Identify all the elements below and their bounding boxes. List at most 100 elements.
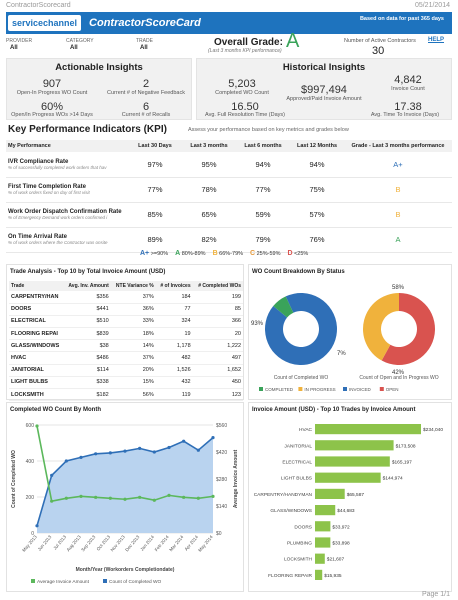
trade-cell: 324	[155, 315, 193, 329]
trade-cell: $510	[63, 315, 111, 329]
grade-legend-grade: C	[250, 250, 256, 257]
line-y2-tick: $560	[216, 423, 227, 429]
open-wo-count: 907	[42, 78, 62, 90]
donut-subtitle-open: Count of Open and In Progress WO	[359, 375, 438, 381]
line-y2-label: Average Invoice Amount	[233, 450, 239, 509]
kpi-subtitle: Assess your performance based on key met…	[188, 127, 349, 133]
bar-value-label: $33,972	[332, 524, 350, 530]
header-banner: servicechannel ContractorScoreCard Based…	[6, 12, 452, 34]
trade-analysis-panel: Trade Analysis - Top 10 by Total Invoice…	[6, 264, 244, 414]
trade-cell: 56%	[110, 388, 156, 402]
recalls-count: 6	[142, 101, 150, 113]
trade-name: ELECTRICAL	[9, 315, 63, 329]
trade-cell: 1,178	[155, 339, 193, 353]
donut-slice-in-progress	[273, 296, 294, 318]
kpi-row: First Time Completion Rate% of work orde…	[6, 177, 452, 203]
kpi-metric-title: On Time Arrival Rate	[8, 234, 68, 240]
line-legend-label: Count of Completed WO	[109, 579, 162, 585]
negative-feedback-count: 2	[142, 78, 150, 90]
trade-cell: 14%	[110, 339, 156, 353]
report-title: ContractorScoreCard	[89, 17, 201, 29]
trade-cell: 366	[192, 315, 243, 329]
completed-wo-point	[182, 439, 186, 443]
kpi-header-30d: Last 30 Days	[128, 140, 182, 152]
donut-legend-swatch	[343, 387, 347, 391]
paid-invoice-amount: $997,494	[301, 84, 347, 96]
invoice-bar	[315, 440, 394, 451]
bar-category-label: LIGHT BULBS	[281, 476, 312, 482]
trade-cell: $486	[63, 351, 111, 365]
kpi-value: 65%	[182, 202, 236, 228]
completed-wo-label: Completed WO Count	[215, 90, 269, 96]
donut-slice-in-progress	[363, 293, 399, 361]
invoice-bar	[315, 424, 421, 435]
kpi-metric: On Time Arrival Rate% of work orders whe…	[6, 227, 128, 253]
bar-category-label: JANITORIAL	[284, 443, 312, 449]
negative-feedback-label: Current # of Negative Feedback	[107, 90, 185, 96]
bar-category-label: HVAC	[299, 427, 313, 433]
filter-category-select[interactable]: All	[70, 45, 78, 51]
active-contractors-count: 30	[372, 45, 385, 57]
avg-invoice-point	[152, 498, 156, 502]
completed-wo-chart-title: Completed WO Count By Month	[10, 407, 101, 413]
grade-legend-item: A 80%-89%	[175, 250, 205, 257]
trade-name: LOCKSMITH	[9, 388, 63, 402]
paid-invoice-label: Approved/Paid Invoice Amount	[286, 96, 362, 102]
avg-invoice-point	[108, 496, 112, 500]
completed-wo-point	[35, 524, 39, 528]
grade-legend: A+ >=90% A 80%-89% B 66%-79% C 25%-59% D <25…	[140, 250, 308, 257]
grade-legend-item: A+ >=90%	[140, 250, 168, 257]
line-y2-tick: $0	[216, 531, 222, 537]
kpi-value: 94%	[236, 152, 290, 178]
bar-value-label: $165,197	[392, 460, 412, 466]
invoice-bar	[315, 472, 381, 483]
trade-cell: 37%	[110, 351, 156, 365]
kpi-value: 75%	[290, 177, 344, 203]
trade-cell: 119	[155, 388, 193, 402]
trade-header-invoices: # of Invoices	[155, 281, 193, 291]
trade-header-nte: NTE Variance %	[110, 281, 156, 291]
trade-header-avg: Avg. Inv. Amount	[63, 281, 111, 291]
bar-category-label: CARPENTRY/HANDYMAN	[254, 492, 313, 498]
avg-invoice-point	[182, 495, 186, 499]
bar-category-label: LOCKSMITH	[284, 557, 313, 563]
donut-label-in-progress: 7%	[337, 351, 346, 357]
kpi-value: 85%	[128, 202, 182, 228]
line-y-tick: 400	[26, 459, 35, 465]
trade-cell: 37%	[110, 291, 156, 304]
trade-row: DOORS $441 36% 77 85	[9, 303, 243, 316]
wo-status-donuts: 93% 7% 58% 42% Count of Completed WO Count of…	[251, 285, 439, 392]
kpi-header-6m: Last 6 months	[236, 140, 290, 152]
kpi-header-row: My Performance Last 30 Days Last 3 month…	[6, 140, 452, 152]
filter-provider-label: PROVIDER	[6, 38, 33, 44]
donut-legend-swatch	[298, 387, 303, 391]
completed-wo-point	[94, 452, 98, 456]
filter-category-label: CATEGORY	[66, 38, 94, 44]
filter-trade-select[interactable]: All	[140, 45, 148, 51]
line-x-tick: Mar 2014	[168, 534, 184, 552]
trade-cell: 33%	[110, 315, 156, 329]
kpi-grade: B	[344, 177, 452, 203]
donut-label-open: 58%	[392, 285, 405, 291]
completed-wo-line-chart: 0 200 400 600 $0 $140 $280 $420 $560 May 2013Jun …	[11, 423, 239, 585]
invoice-bar	[315, 488, 345, 499]
filter-provider-select[interactable]: All	[10, 45, 18, 51]
line-legend-swatch	[103, 579, 107, 583]
grade-legend-item: C 25%-59%	[250, 250, 280, 257]
filters-bar: PROVIDER All CATEGORY All TRADE All	[6, 36, 452, 56]
overall-grade-label: Overall Grade:	[214, 37, 283, 48]
help-link[interactable]: HELP	[428, 37, 445, 43]
trade-header-trade: Trade	[9, 281, 63, 291]
trade-row: JANITORIAL $114 20% 1,526 1,652	[9, 364, 243, 377]
aged-wo-label: Open/In Progress WOs >14 Days	[11, 112, 93, 118]
kpi-metric-desc: % of work orders fixed on day of first v…	[8, 190, 90, 195]
kpi-title: Key Performance Indicators (KPI)	[8, 124, 167, 135]
trade-cell: 184	[155, 291, 193, 304]
kpi-row: On Time Arrival Rate% of work orders whe…	[6, 227, 452, 253]
donut-legend-label: IN PROGRESS	[304, 387, 335, 392]
kpi-row: IVR Compliance Rate% of successfully com…	[6, 152, 452, 178]
actionable-insights-title: Actionable Insights	[55, 62, 143, 73]
invoice-trades-bar-chart: HVAC $234,040 JANITORIAL $173,508 ELECTRICAL…	[254, 424, 443, 580]
kpi-header-3m: Last 3 months	[182, 140, 236, 152]
avg-invoice-point	[64, 496, 68, 500]
